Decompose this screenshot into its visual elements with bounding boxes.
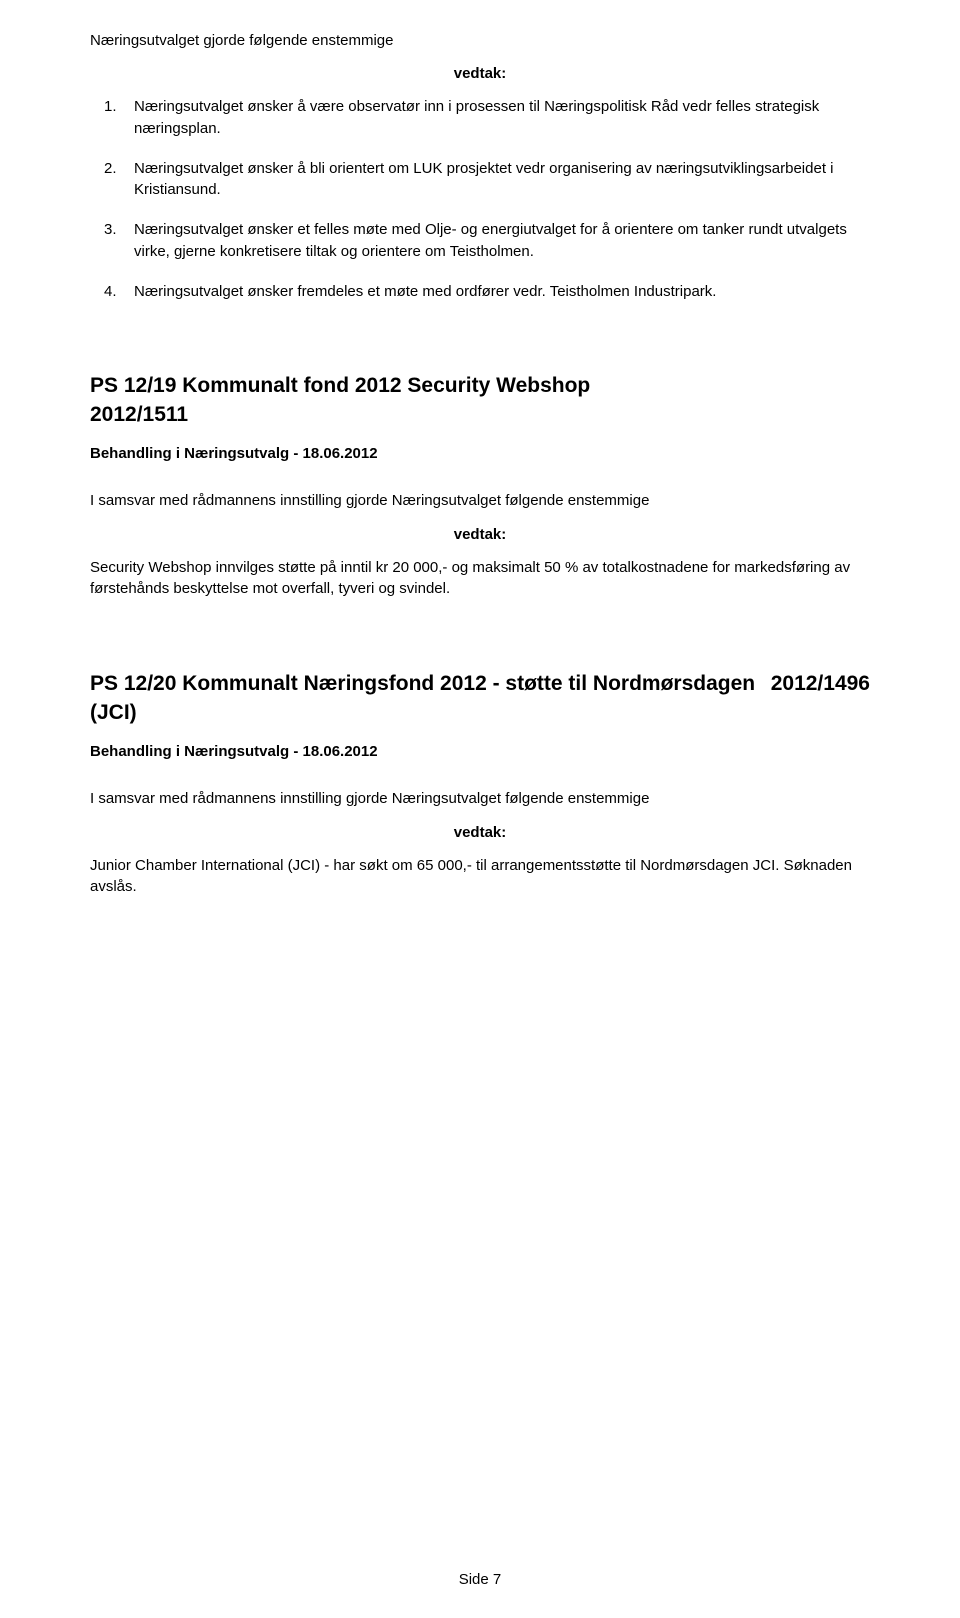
- section-title-line2: 2012/1511: [90, 403, 188, 426]
- list-item: 4. Næringsutvalget ønsker fremdeles et m…: [90, 281, 870, 303]
- section-title-2: PS 12/20 Kommunalt Næringsfond 2012 - st…: [90, 670, 870, 727]
- section1-body: I samsvar med rådmannens innstilling gjo…: [90, 490, 870, 512]
- vedtak-label: vedtak:: [90, 526, 870, 543]
- section-title-left: PS 12/20 Kommunalt Næringsfond 2012 - st…: [90, 670, 771, 727]
- list-item: 1. Næringsutvalget ønsker å være observa…: [90, 96, 870, 140]
- list-item-number: 2.: [104, 158, 117, 180]
- section1-decision: Security Webshop innvilges støtte på inn…: [90, 557, 870, 601]
- section-title-1: PS 12/19 Kommunalt fond 2012 Security We…: [90, 372, 870, 429]
- behandling-line-2: Behandling i Næringsutvalg - 18.06.2012: [90, 743, 870, 760]
- section-title-line1: PS 12/19 Kommunalt fond 2012 Security We…: [90, 374, 590, 397]
- section2-body: I samsvar med rådmannens innstilling gjo…: [90, 788, 870, 810]
- document-page: Næringsutvalget gjorde følgende enstemmi…: [0, 0, 960, 1618]
- section-title-right: 2012/1496: [771, 670, 870, 698]
- vedtak-label: vedtak:: [90, 65, 870, 82]
- vedtak-label: vedtak:: [90, 824, 870, 841]
- list-item-number: 3.: [104, 219, 117, 241]
- page-footer: Side 7: [0, 1571, 960, 1588]
- list-item-text: Næringsutvalget ønsker å bli orientert o…: [134, 160, 834, 199]
- intro-line: Næringsutvalget gjorde følgende enstemmi…: [90, 30, 870, 51]
- list-item: 2. Næringsutvalget ønsker å bli orienter…: [90, 158, 870, 202]
- behandling-line-1: Behandling i Næringsutvalg - 18.06.2012: [90, 445, 870, 462]
- section2-decision: Junior Chamber International (JCI) - har…: [90, 855, 870, 899]
- list-item-number: 1.: [104, 96, 117, 118]
- list-item-text: Næringsutvalget ønsker et felles møte me…: [134, 221, 847, 260]
- list-item: 3. Næringsutvalget ønsker et felles møte…: [90, 219, 870, 263]
- list-item-text: Næringsutvalget ønsker å være observatør…: [134, 98, 819, 137]
- numbered-list: 1. Næringsutvalget ønsker å være observa…: [90, 96, 870, 302]
- list-item-number: 4.: [104, 281, 117, 303]
- list-item-text: Næringsutvalget ønsker fremdeles et møte…: [134, 283, 716, 300]
